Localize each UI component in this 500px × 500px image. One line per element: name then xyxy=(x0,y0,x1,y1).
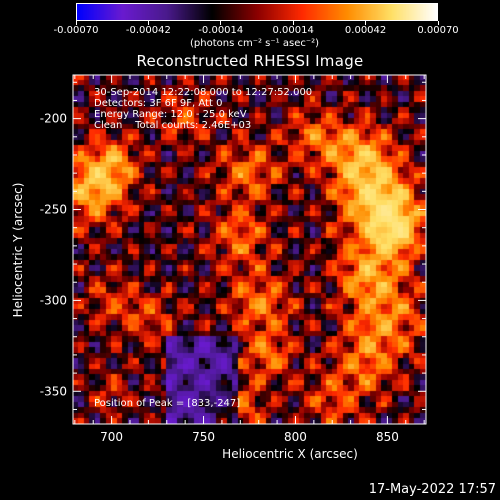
x-axis-label: Heliocentric X (arcsec) xyxy=(222,447,358,461)
heatmap-image xyxy=(73,75,426,424)
y-tick-label: -300 xyxy=(40,293,67,307)
colorbar-tick xyxy=(292,21,294,25)
colorbar-unit-label: (photons cm⁻² s⁻¹ asec⁻²) xyxy=(190,38,320,49)
annotation-clean-counts: Clean Total counts: 2.46E+03 xyxy=(94,120,252,131)
annotation-energy-range: Energy Range: 12.0 - 25.0 keV xyxy=(94,109,247,120)
colorbar-tick-label: 0.00042 xyxy=(344,25,387,36)
colorbar-tick xyxy=(365,21,367,25)
colorbar-tick-label: -0.00042 xyxy=(125,25,171,36)
x-tick-label: 750 xyxy=(192,430,215,444)
colorbar-tick-label: 0.00070 xyxy=(417,25,459,36)
annotation-detectors: Detectors: 3F 6F 9F, Att 0 xyxy=(94,98,223,109)
axes: 700 750 800 850 -200 -250 -300 -350 xyxy=(40,75,426,444)
colorbar-tick-label: -0.00014 xyxy=(198,25,244,36)
colorbar-tick xyxy=(75,21,77,25)
x-tick-label: 700 xyxy=(100,430,123,444)
x-tick-label: 800 xyxy=(284,430,307,444)
colorbar xyxy=(76,3,438,21)
annotation-time-range: 30-Sep-2014 12:22:08.000 to 12:27:52.000 xyxy=(94,87,313,98)
colorbar-tick-label: 0.00014 xyxy=(272,25,314,36)
colorbar-tick xyxy=(220,21,222,25)
colorbar-tick-label: -0.00070 xyxy=(53,25,99,36)
datestamp: 17-May-2022 17:57 xyxy=(368,482,496,497)
y-tick-label: -200 xyxy=(40,112,67,126)
colorbar-tick xyxy=(437,21,439,25)
plot-frame xyxy=(72,74,427,425)
annotation-peak-position: Position of Peak = [833,-247] xyxy=(94,398,241,409)
y-axis-label: Heliocentric Y (arcsec) xyxy=(11,183,25,318)
x-tick-label: 850 xyxy=(376,430,399,444)
y-tick-label: -250 xyxy=(40,203,67,217)
colorbar-tick xyxy=(147,21,149,25)
chart-title: Reconstructed RHESSI Image xyxy=(136,52,364,70)
y-tick-label: -350 xyxy=(40,384,67,398)
